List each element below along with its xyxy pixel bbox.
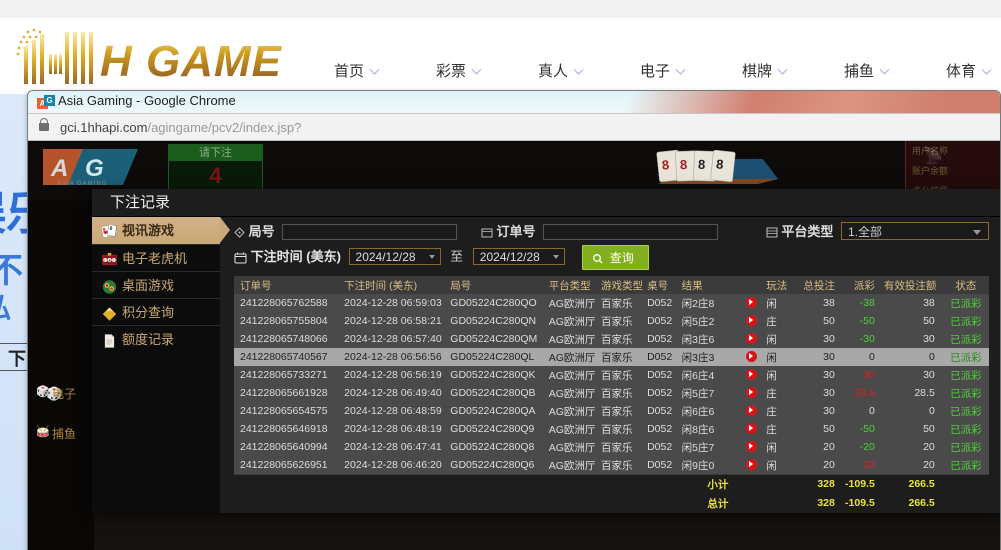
svg-text:A: A bbox=[50, 155, 68, 182]
svg-text:H GAME: H GAME bbox=[100, 37, 283, 86]
svg-text:8: 8 bbox=[698, 157, 706, 172]
svg-text:G: G bbox=[85, 155, 104, 182]
svg-text:★: ★ bbox=[108, 258, 111, 262]
svg-text:8: 8 bbox=[680, 157, 688, 172]
